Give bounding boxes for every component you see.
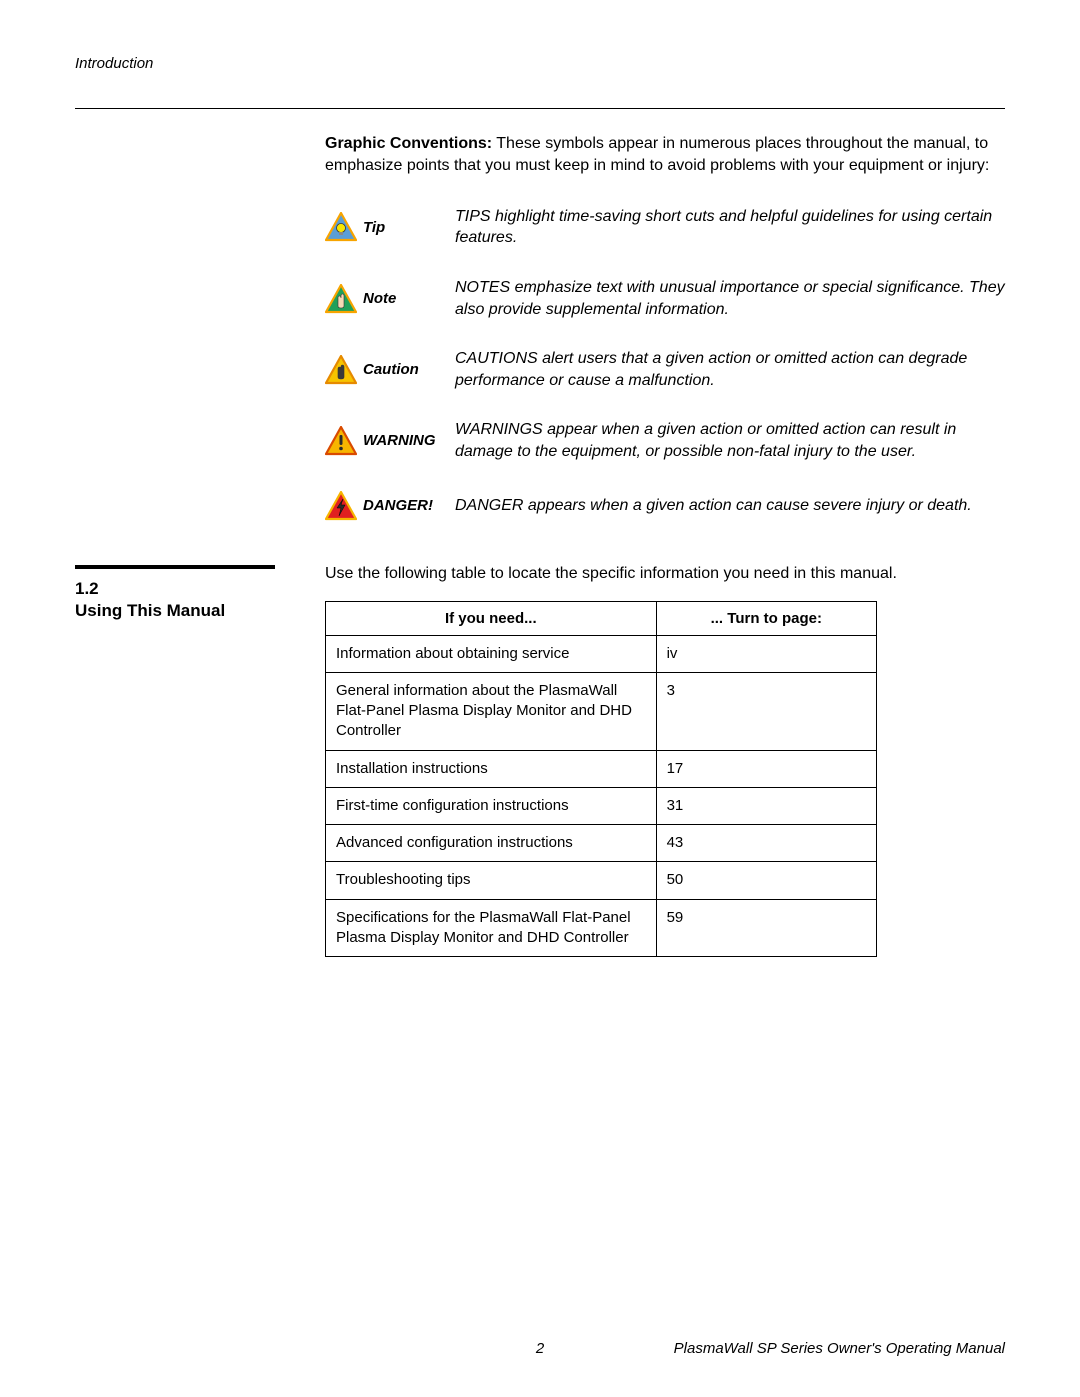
- convention-label: Note: [363, 290, 396, 307]
- convention-row: WARNING WARNINGS appear when a given act…: [325, 419, 1005, 462]
- convention-icon-label: Tip: [325, 212, 455, 242]
- section-title: Using This Manual: [75, 601, 305, 621]
- convention-label: Tip: [363, 219, 385, 236]
- table-cell-page: 3: [656, 672, 876, 750]
- graphic-conventions-intro: Graphic Conventions: These symbols appea…: [325, 133, 1005, 178]
- convention-icon-label: WARNING: [325, 426, 455, 456]
- conventions-block: Graphic Conventions: These symbols appea…: [325, 133, 1005, 521]
- convention-label: Caution: [363, 361, 419, 378]
- convention-label: WARNING: [363, 432, 436, 449]
- triangle-icon: [325, 284, 357, 314]
- convention-row: Caution CAUTIONS alert users that a give…: [325, 348, 1005, 391]
- section-heading-col: 1.2 Using This Manual: [75, 565, 325, 958]
- table-row: Advanced configuration instructions 43: [326, 825, 877, 862]
- convention-label: DANGER!: [363, 497, 433, 514]
- lookup-table: If you need... ... Turn to page: Informa…: [325, 601, 877, 958]
- section-body-col: Use the following table to locate the sp…: [325, 565, 1005, 958]
- top-rule: [75, 108, 1005, 109]
- table-cell-page: iv: [656, 635, 876, 672]
- triangle-icon: [325, 491, 357, 521]
- convention-row: Note NOTES emphasize text with unusual i…: [325, 277, 1005, 320]
- intro-bold: Graphic Conventions:: [325, 135, 492, 152]
- convention-icon-label: DANGER!: [325, 491, 455, 521]
- convention-desc: NOTES emphasize text with unusual import…: [455, 277, 1005, 320]
- convention-row: Tip TIPS highlight time-saving short cut…: [325, 206, 1005, 249]
- convention-desc: CAUTIONS alert users that a given action…: [455, 348, 1005, 391]
- table-header-page: ... Turn to page:: [656, 601, 876, 635]
- convention-desc: DANGER appears when a given action can c…: [455, 495, 972, 517]
- table-cell-need: Information about obtaining service: [326, 635, 657, 672]
- triangle-icon: [325, 426, 357, 456]
- section-rule: [75, 565, 275, 569]
- table-cell-page: 50: [656, 862, 876, 899]
- table-header-need: If you need...: [326, 601, 657, 635]
- triangle-icon: [325, 212, 357, 242]
- table-cell-need: Specifications for the PlasmaWall Flat-P…: [326, 899, 657, 957]
- table-cell-need: Installation instructions: [326, 750, 657, 787]
- page-number: 2: [75, 1340, 1005, 1357]
- convention-icon-label: Caution: [325, 355, 455, 385]
- table-cell-need: Troubleshooting tips: [326, 862, 657, 899]
- convention-row: DANGER! DANGER appears when a given acti…: [325, 491, 1005, 521]
- table-row: Information about obtaining service iv: [326, 635, 877, 672]
- convention-desc: WARNINGS appear when a given action or o…: [455, 419, 1005, 462]
- table-cell-page: 43: [656, 825, 876, 862]
- table-cell-need: General information about the PlasmaWall…: [326, 672, 657, 750]
- table-cell-need: Advanced configuration instructions: [326, 825, 657, 862]
- table-cell-page: 59: [656, 899, 876, 957]
- section-number: 1.2: [75, 579, 305, 599]
- section-1-2: 1.2 Using This Manual Use the following …: [75, 565, 1005, 958]
- table-cell-page: 31: [656, 787, 876, 824]
- table-row: Troubleshooting tips 50: [326, 862, 877, 899]
- table-row: General information about the PlasmaWall…: [326, 672, 877, 750]
- table-row: First-time configuration instructions 31: [326, 787, 877, 824]
- convention-icon-label: Note: [325, 284, 455, 314]
- header-section: Introduction: [75, 55, 1005, 72]
- table-intro: Use the following table to locate the sp…: [325, 565, 1005, 583]
- page-footer: 2 PlasmaWall SP Series Owner's Operating…: [75, 1340, 1005, 1357]
- table-cell-need: First-time configuration instructions: [326, 787, 657, 824]
- convention-desc: TIPS highlight time-saving short cuts an…: [455, 206, 1005, 249]
- table-cell-page: 17: [656, 750, 876, 787]
- table-row: Installation instructions 17: [326, 750, 877, 787]
- triangle-icon: [325, 355, 357, 385]
- table-row: Specifications for the PlasmaWall Flat-P…: [326, 899, 877, 957]
